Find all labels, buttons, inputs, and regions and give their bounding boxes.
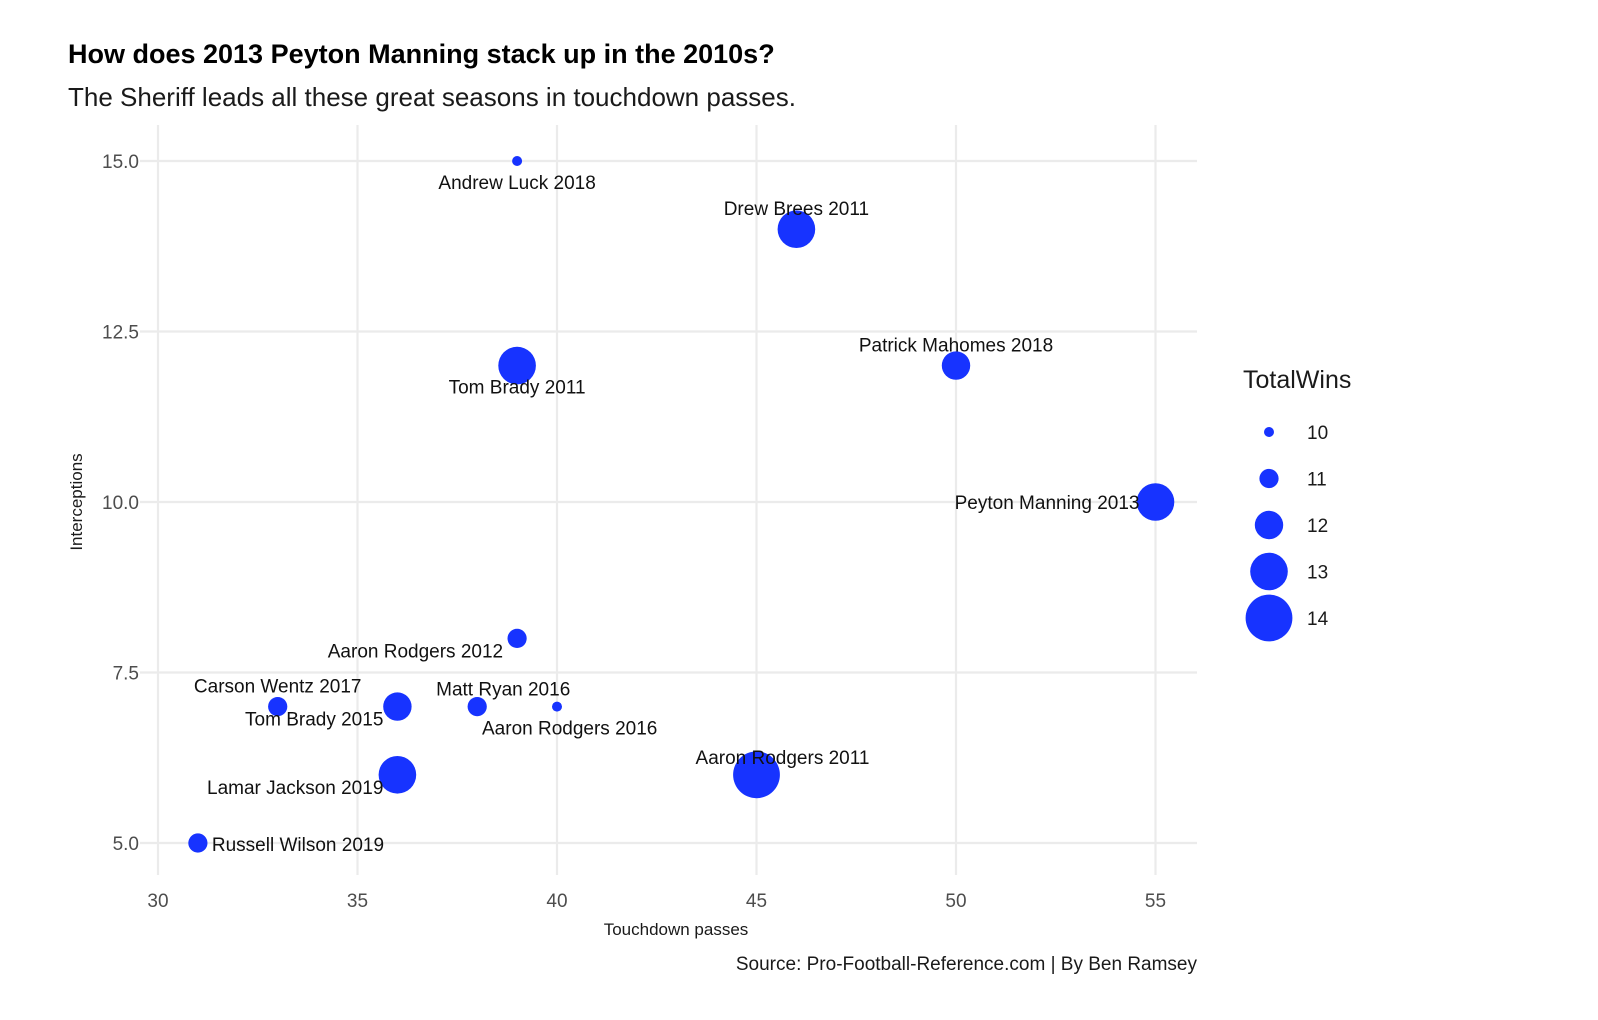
y-tick-label: 15.0: [102, 152, 139, 173]
y-tick-label: 12.5: [102, 323, 139, 344]
point-label: Aaron Rodgers 2011: [696, 748, 870, 769]
data-point: [552, 701, 562, 712]
data-point: [467, 697, 487, 717]
data-point: [268, 697, 288, 717]
legend-key: [1250, 552, 1288, 591]
legend-label: 14: [1307, 609, 1329, 630]
data-point: [733, 751, 780, 799]
point-label: Tom Brady 2011: [449, 378, 586, 399]
data-point: [188, 833, 208, 853]
legend-label: 10: [1307, 423, 1328, 444]
legend-label: 11: [1307, 470, 1327, 491]
chart-title: How does 2013 Peyton Manning stack up in…: [68, 39, 775, 69]
point-label: Andrew Luck 2018: [438, 173, 595, 194]
point-label: Russell Wilson 2019: [212, 835, 384, 856]
chart-caption: Source: Pro-Football-Reference.com | By …: [736, 954, 1198, 975]
point-label: Drew Brees 2011: [724, 199, 869, 220]
y-tick-label: 7.5: [113, 664, 139, 685]
data-point: [378, 756, 417, 794]
data-point: [777, 210, 816, 248]
legend-label: 12: [1307, 516, 1328, 537]
points: [188, 156, 1175, 853]
x-tick-label: 55: [1145, 891, 1166, 912]
legend: TotalWins 10 11 12 13 14: [1243, 366, 1351, 642]
data-point: [507, 628, 527, 649]
point-label: Tom Brady 2015: [245, 710, 383, 731]
y-tick-label: 10.0: [102, 493, 139, 514]
point-label: Lamar Jackson 2019: [207, 778, 383, 799]
x-tick-label: 45: [746, 891, 767, 912]
legend-title: TotalWins: [1243, 366, 1351, 394]
point-label: Patrick Mahomes 2018: [859, 336, 1053, 357]
point-label: Matt Ryan 2016: [436, 680, 570, 701]
legend-key: [1245, 594, 1293, 642]
y-tick-label: 5.0: [113, 834, 139, 855]
x-tick-label: 40: [546, 891, 567, 912]
legend-key: [1264, 427, 1274, 437]
data-point: [498, 346, 536, 385]
point-label: Aaron Rodgers 2012: [328, 641, 503, 662]
x-tick-label: 35: [347, 891, 368, 912]
chart-subtitle: The Sheriff leads all these great season…: [68, 82, 796, 112]
data-point: [512, 156, 523, 166]
point-label: Peyton Manning 2013: [955, 493, 1140, 514]
y-axis-ticks: 5.0 7.5 10.0 12.5 15.0: [102, 152, 139, 855]
legend-key: [1259, 468, 1279, 489]
legend-label: 13: [1307, 563, 1328, 584]
point-label: Carson Wentz 2017: [194, 677, 362, 698]
point-label: Aaron Rodgers 2016: [482, 719, 657, 740]
data-point: [941, 351, 971, 380]
x-tick-label: 50: [945, 891, 966, 912]
x-tick-label: 30: [147, 891, 168, 912]
point-labels: Andrew Luck 2018 Drew Brees 2011 Patrick M…: [194, 173, 1140, 856]
x-axis-ticks: 30 35 40 45 50 55: [147, 891, 1166, 912]
data-point: [1136, 483, 1175, 521]
y-axis-label: Interceptions: [67, 453, 86, 550]
legend-key: [1254, 510, 1284, 540]
x-axis-label: Touchdown passes: [604, 920, 749, 939]
data-point: [383, 692, 412, 721]
